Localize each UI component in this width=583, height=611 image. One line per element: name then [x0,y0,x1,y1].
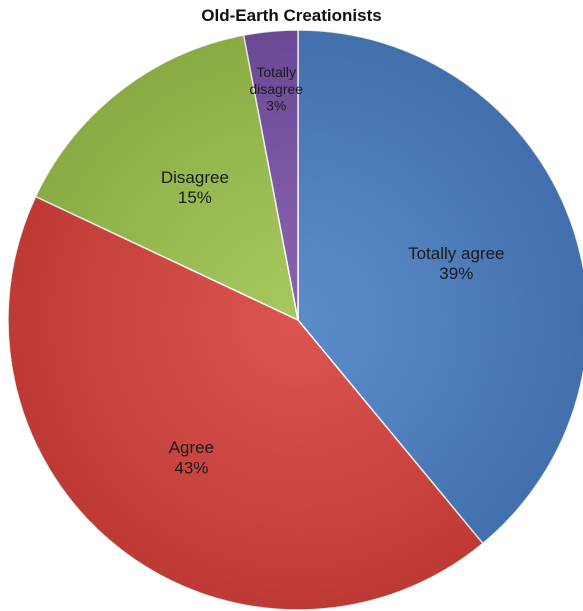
slice-label-disagree: Disagree 15% [161,168,229,207]
slice-label-totally-agree: Totally agree 39% [408,244,504,283]
slice-label-totally-disagree: Totally disagree 3% [249,64,303,114]
pie-slices [7,29,583,611]
slice-label-agree: Agree 43% [169,438,214,477]
pie-labels: Totally agree 39% Agree 43% Disagree 15% Total… [161,64,505,478]
chart-title: Old-Earth Creationists [201,6,382,25]
